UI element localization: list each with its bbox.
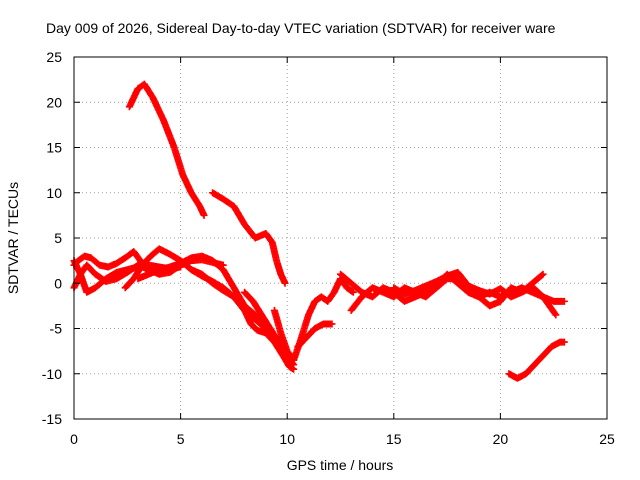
y-tick-label: 10 [46, 185, 62, 201]
y-tick-label: 0 [54, 275, 62, 291]
x-tick-label: 5 [177, 431, 185, 447]
series-track-8 [187, 266, 291, 360]
data-point [539, 270, 547, 278]
data-point [551, 310, 559, 318]
y-tick-label: -10 [42, 366, 62, 382]
data-point [560, 297, 568, 305]
y-axis-label: SDTVAR / TECUs [5, 182, 21, 294]
series-track-2 [209, 189, 289, 287]
data-point [328, 320, 336, 328]
x-tick-label: 25 [599, 431, 615, 447]
chart-title: Day 009 of 2026, Sidereal Day-to-day VTE… [46, 20, 556, 36]
x-tick-label: 10 [279, 431, 295, 447]
y-tick-label: 15 [46, 140, 62, 156]
data-point [552, 311, 560, 319]
data-point [348, 287, 356, 295]
y-tick-label: -15 [42, 411, 62, 427]
series-track-15 [505, 338, 568, 382]
y-tick-label: 5 [54, 230, 62, 246]
grid-lines [74, 57, 607, 419]
series-track-14 [390, 268, 560, 319]
series-track-11 [294, 320, 336, 351]
x-tick-label: 20 [493, 431, 509, 447]
data-point [200, 211, 208, 219]
data-point [560, 338, 568, 346]
y-tick-label: -5 [50, 321, 63, 337]
data-points [70, 80, 568, 382]
y-tick-label: 25 [46, 49, 62, 65]
x-axis-label: GPS time / hours [287, 457, 394, 473]
data-point [281, 279, 289, 287]
series-track-1 [125, 80, 208, 219]
x-tick-label: 15 [386, 431, 402, 447]
data-point [349, 288, 357, 296]
x-tick-label: 0 [70, 431, 78, 447]
data-point [538, 271, 546, 279]
y-tick-label: 20 [46, 94, 62, 110]
axis-ticks: 0 5 10 15 20 25 -15 -10 -5 0 5 10 15 20 25 [42, 49, 615, 447]
